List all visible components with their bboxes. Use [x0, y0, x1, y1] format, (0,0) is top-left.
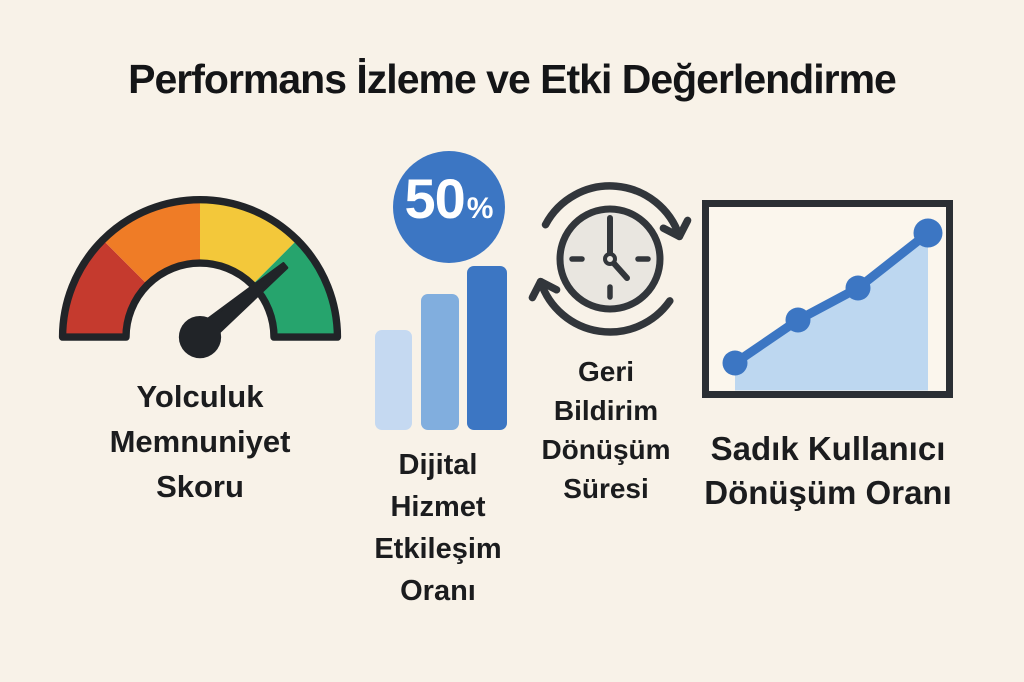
label-line: Süresi — [563, 473, 649, 504]
label-line: Dönüşüm — [541, 434, 671, 465]
label-line: Hizmet — [390, 491, 486, 523]
line-chart-icon — [702, 200, 953, 398]
label-line: Geri — [577, 356, 635, 387]
cycle-arrows — [528, 182, 692, 336]
label-line: Skoru — [156, 469, 244, 504]
page-title: Performans İzleme ve Etki Değerlendirme — [128, 56, 897, 102]
label-line: Yolculuk — [136, 379, 264, 414]
percentage-badge: 50 % — [393, 151, 505, 263]
metric-label-conversion: Sadık Kullanıcı Dönüşüm Oranı — [687, 427, 969, 515]
bar-chart-bar-1 — [375, 330, 412, 430]
badge-unit: % — [466, 192, 494, 225]
label-line: Bildirim — [553, 395, 659, 426]
label-line: Dijital — [398, 449, 478, 481]
clock-cycle-icon — [528, 182, 692, 336]
label-line: Oranı — [400, 575, 476, 607]
clock-center-dot — [603, 252, 617, 266]
label-line: Memnuniyet — [109, 424, 291, 459]
metric-label-satisfaction: Yolculuk Memnuniyet Skoru — [60, 374, 340, 509]
line-chart-line — [730, 228, 933, 368]
label-line: Sadık Kullanıcı — [710, 430, 946, 467]
line-chart-points — [722, 218, 943, 376]
label-line: Dönüşüm Oranı — [704, 474, 952, 511]
bar-chart-bar-2 — [421, 294, 459, 430]
metric-label-turnaround: Geri Bildirim Dönüşüm Süresi — [524, 352, 688, 508]
bar-chart-bar-3 — [467, 266, 507, 430]
percentage-badge-text: 50 % — [405, 171, 494, 227]
metric-label-engagement: Dijital Hizmet Etkileşim Oranı — [356, 444, 520, 612]
gauge-needle-hub — [178, 315, 222, 359]
gauge-icon — [58, 196, 342, 359]
badge-value: 50 — [404, 167, 466, 230]
gauge-outline — [58, 196, 342, 341]
label-line: Etkileşim — [374, 533, 502, 565]
